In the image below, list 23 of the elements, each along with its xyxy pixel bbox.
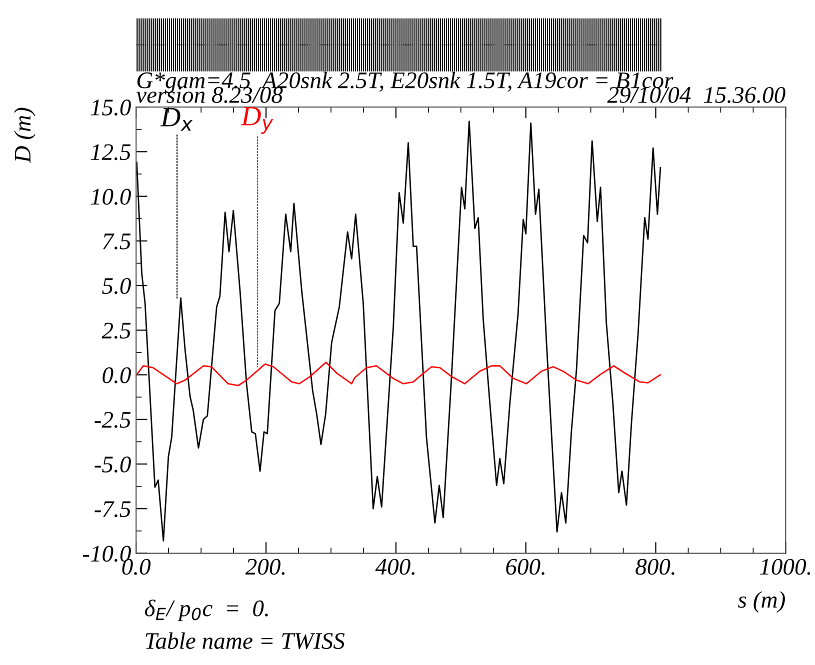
text: 29/10/04 15.36.00: [607, 87, 786, 104]
x-axis-title: s (m): [738, 591, 785, 613]
y-tick-label: -5.0: [94, 456, 131, 473]
line-series: [136, 362, 661, 386]
y-tick-label: 12.5: [90, 144, 131, 160]
text: Table name = TWISS: [146, 632, 345, 650]
x-tick-label: 800.: [636, 558, 674, 575]
y-tick-label: 10.0: [90, 188, 131, 205]
annotation: D$_{y}$: [240, 107, 274, 134]
y-tick-label: 2.5: [102, 322, 131, 339]
text: δ$_{E}$/ p$_{0}$c = 0.: [144, 600, 268, 622]
y-axis-title: D (m): [14, 108, 36, 164]
annotation: D$_{x}$: [160, 108, 193, 131]
y-tick-label: 15.0: [90, 100, 131, 116]
x-tick-label: 600.: [506, 558, 544, 575]
y-tick-label: 7.5: [103, 234, 131, 250]
y-tick-label: 5.0: [102, 278, 131, 294]
y-tick-label: 0.0: [102, 367, 131, 384]
x-tick-label: 1000.: [760, 558, 810, 575]
x-tick-label: 200.: [245, 558, 285, 575]
x-tick-label: 400.: [375, 558, 414, 575]
y-tick-label: -2.5: [94, 412, 131, 428]
y-tick-label: -7.5: [94, 501, 131, 518]
